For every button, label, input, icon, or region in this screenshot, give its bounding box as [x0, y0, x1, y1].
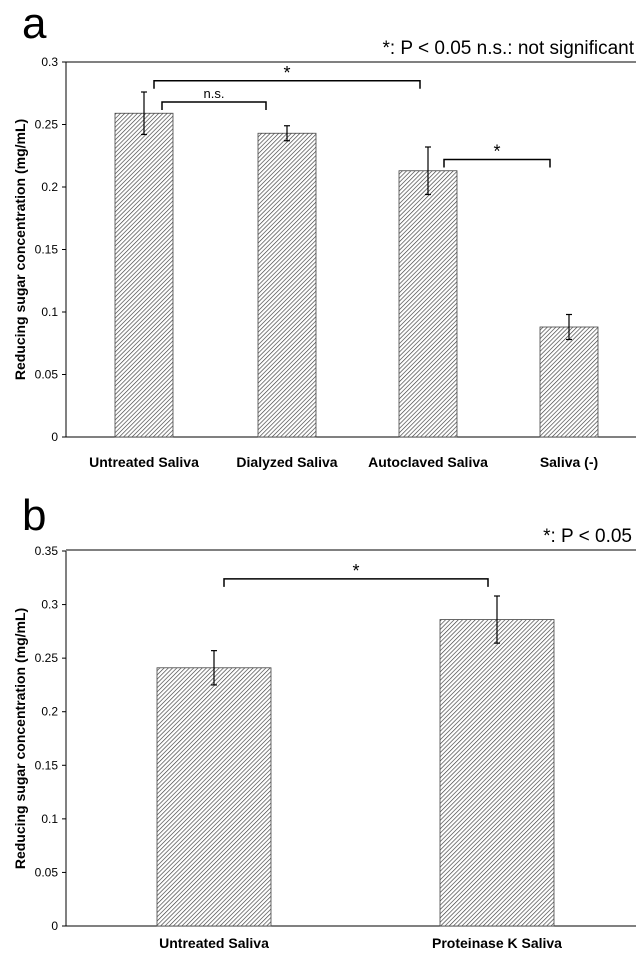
significance-bracket: [161, 101, 267, 110]
bar: [257, 132, 317, 438]
y-tick-label: 0.25: [35, 118, 59, 132]
significance-bracket: [153, 80, 421, 89]
significance-legend: *: P < 0.05: [543, 526, 632, 547]
significance-bracket: [223, 578, 489, 587]
bar: [539, 326, 599, 438]
panel-a-chart: a *: P < 0.05 n.s.: not significant 0 0.05 0…: [12, 0, 636, 470]
y-axis-title: Reducing sugar concentration (mg/mL): [12, 608, 28, 869]
bar: [398, 170, 458, 438]
y-tick-label: 0.3: [41, 55, 58, 69]
significance-label: *: [283, 63, 290, 83]
category-label: Untreated Saliva: [89, 454, 199, 470]
category-label: Dialyzed Saliva: [236, 454, 337, 470]
significance-bracket: [443, 158, 551, 168]
y-tick-label: 0.35: [35, 544, 59, 558]
panel-b-chart: b *: P < 0.05 0 0.05 0.1 0.15 0.2 0.25 0.3 0.35 Re…: [12, 491, 636, 951]
bar: [439, 619, 555, 927]
y-tick-label: 0.3: [41, 598, 58, 612]
category-label: Saliva (-): [540, 454, 598, 470]
y-tick-label: 0.25: [35, 651, 59, 665]
significance-label: n.s.: [204, 86, 225, 101]
significance-label: *: [352, 561, 359, 581]
y-tick-label: 0.15: [35, 243, 59, 257]
bar: [156, 667, 272, 927]
y-axis-title: Reducing sugar concentration (mg/mL): [12, 119, 28, 380]
category-label: Autoclaved Saliva: [368, 454, 488, 470]
y-tick-label: 0: [51, 430, 58, 444]
y-tick-label: 0.15: [35, 758, 59, 772]
significance-legend: *: P < 0.05 n.s.: not significant: [382, 38, 634, 59]
category-label: Proteinase K Saliva: [432, 935, 562, 951]
panel-letter: b: [22, 491, 46, 540]
bar: [114, 112, 174, 438]
y-tick-label: 0.2: [41, 705, 58, 719]
y-tick-label: 0.05: [35, 368, 59, 382]
y-tick-label: 0.05: [35, 865, 59, 879]
y-tick-label: 0.1: [41, 305, 58, 319]
y-tick-label: 0.1: [41, 812, 58, 826]
y-tick-label: 0: [51, 919, 58, 933]
panel-letter: a: [22, 0, 47, 48]
significance-label: *: [493, 142, 500, 162]
y-tick-label: 0.2: [41, 180, 58, 194]
category-label: Untreated Saliva: [159, 935, 269, 951]
